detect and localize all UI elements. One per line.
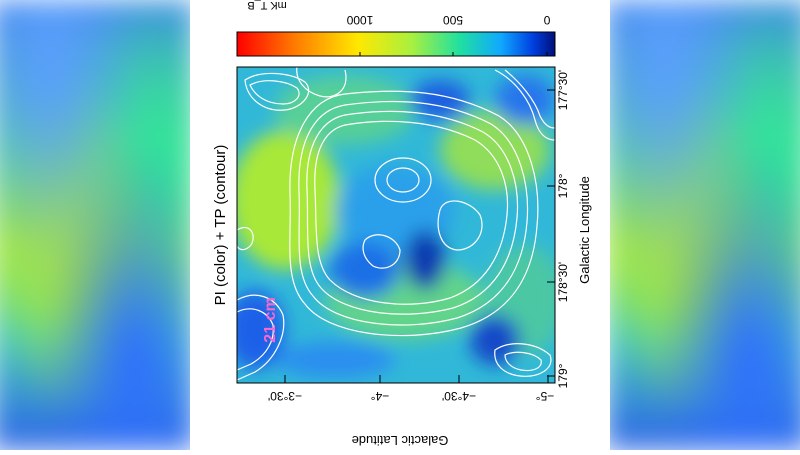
radio-map-figure: 1000 500 0 mK T_B PI (color) + TP (conto… [195,0,605,450]
colorbar-tick-0: 0 [543,13,550,27]
colorbar-unit: mK T_B [247,0,287,11]
y-tick-3-30: −3°30' [268,389,302,403]
colorbar-ticks: 1000 500 0 mK T_B [247,0,550,56]
total-power-contours [237,67,555,381]
left-blurred-backdrop [0,0,190,450]
polarized-intensity-map: 21 cm [237,67,555,383]
map-svg: 1000 500 0 mK T_B PI (color) + TP (conto… [212,0,592,448]
x-axis-label: Galactic Longitude [577,176,592,284]
y-axis: −3°30' −4° −4°30' −5° Galactic Latitude [268,375,554,448]
colorbar-tick-500: 500 [443,13,463,27]
x-tick-177-30: 177°30' [556,70,570,110]
figure-title: PI (color) + TP (contour) [212,145,229,306]
colorbar-tick-1000: 1000 [346,13,373,27]
x-tick-179: 179° [556,363,570,388]
y-axis-label: Galactic Latitude [352,433,449,448]
y-tick-5: −5° [536,389,555,403]
x-tick-178-30: 178°30' [556,262,570,302]
map-frame [236,66,556,384]
annotation-21cm: 21 cm [262,297,279,342]
colorbar [236,31,556,57]
right-blurred-backdrop [610,0,800,450]
y-tick-4-30: −4°30' [442,389,476,403]
y-tick-4: −4° [371,389,390,403]
x-axis: 179° 178°30' 178° 177°30' Galactic Longi… [547,70,592,388]
x-tick-178: 178° [556,173,570,198]
